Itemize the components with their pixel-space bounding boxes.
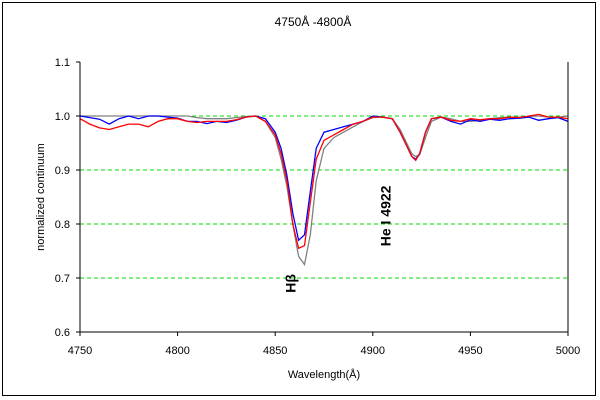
series-line-0 — [80, 115, 569, 267]
y-axis-label: normalized continuum — [35, 143, 47, 251]
axes — [79, 62, 569, 333]
y-tick-label: 0.9 — [55, 165, 70, 177]
x-axis-label: Wavelength(Å) — [288, 368, 360, 381]
y-tick-label: 1.1 — [55, 57, 70, 69]
y-tick-label: 0.8 — [55, 219, 70, 231]
x-tick-label: 4750 — [68, 345, 92, 357]
chart-frame — [2, 2, 596, 396]
series-line-2 — [79, 113, 569, 250]
y-tick-label: 1.0 — [55, 111, 70, 123]
y-tick-label: 0.7 — [55, 273, 70, 285]
x-tick-label: 4800 — [165, 345, 189, 357]
annotations: Hβ He I 4922 — [283, 185, 394, 292]
annotation-label: He I 4922 — [378, 185, 394, 246]
series-line-1 — [79, 115, 569, 242]
annotation-label: Hβ — [283, 274, 299, 293]
x-tick-label: 4850 — [263, 345, 287, 357]
x-tick-label: 4900 — [361, 345, 385, 357]
series-lines — [79, 113, 569, 267]
tick-labels: 0.6 0.7 0.8 0.9 1.0 1.1 4750 4800 4850 4900 4950 50… — [55, 57, 581, 357]
gridlines — [80, 115, 568, 279]
x-tick-label: 5000 — [556, 345, 580, 357]
chart-title: 4750Å -4800Å — [275, 14, 352, 29]
x-tick-label: 4950 — [458, 345, 482, 357]
y-tick-label: 0.6 — [55, 327, 70, 339]
